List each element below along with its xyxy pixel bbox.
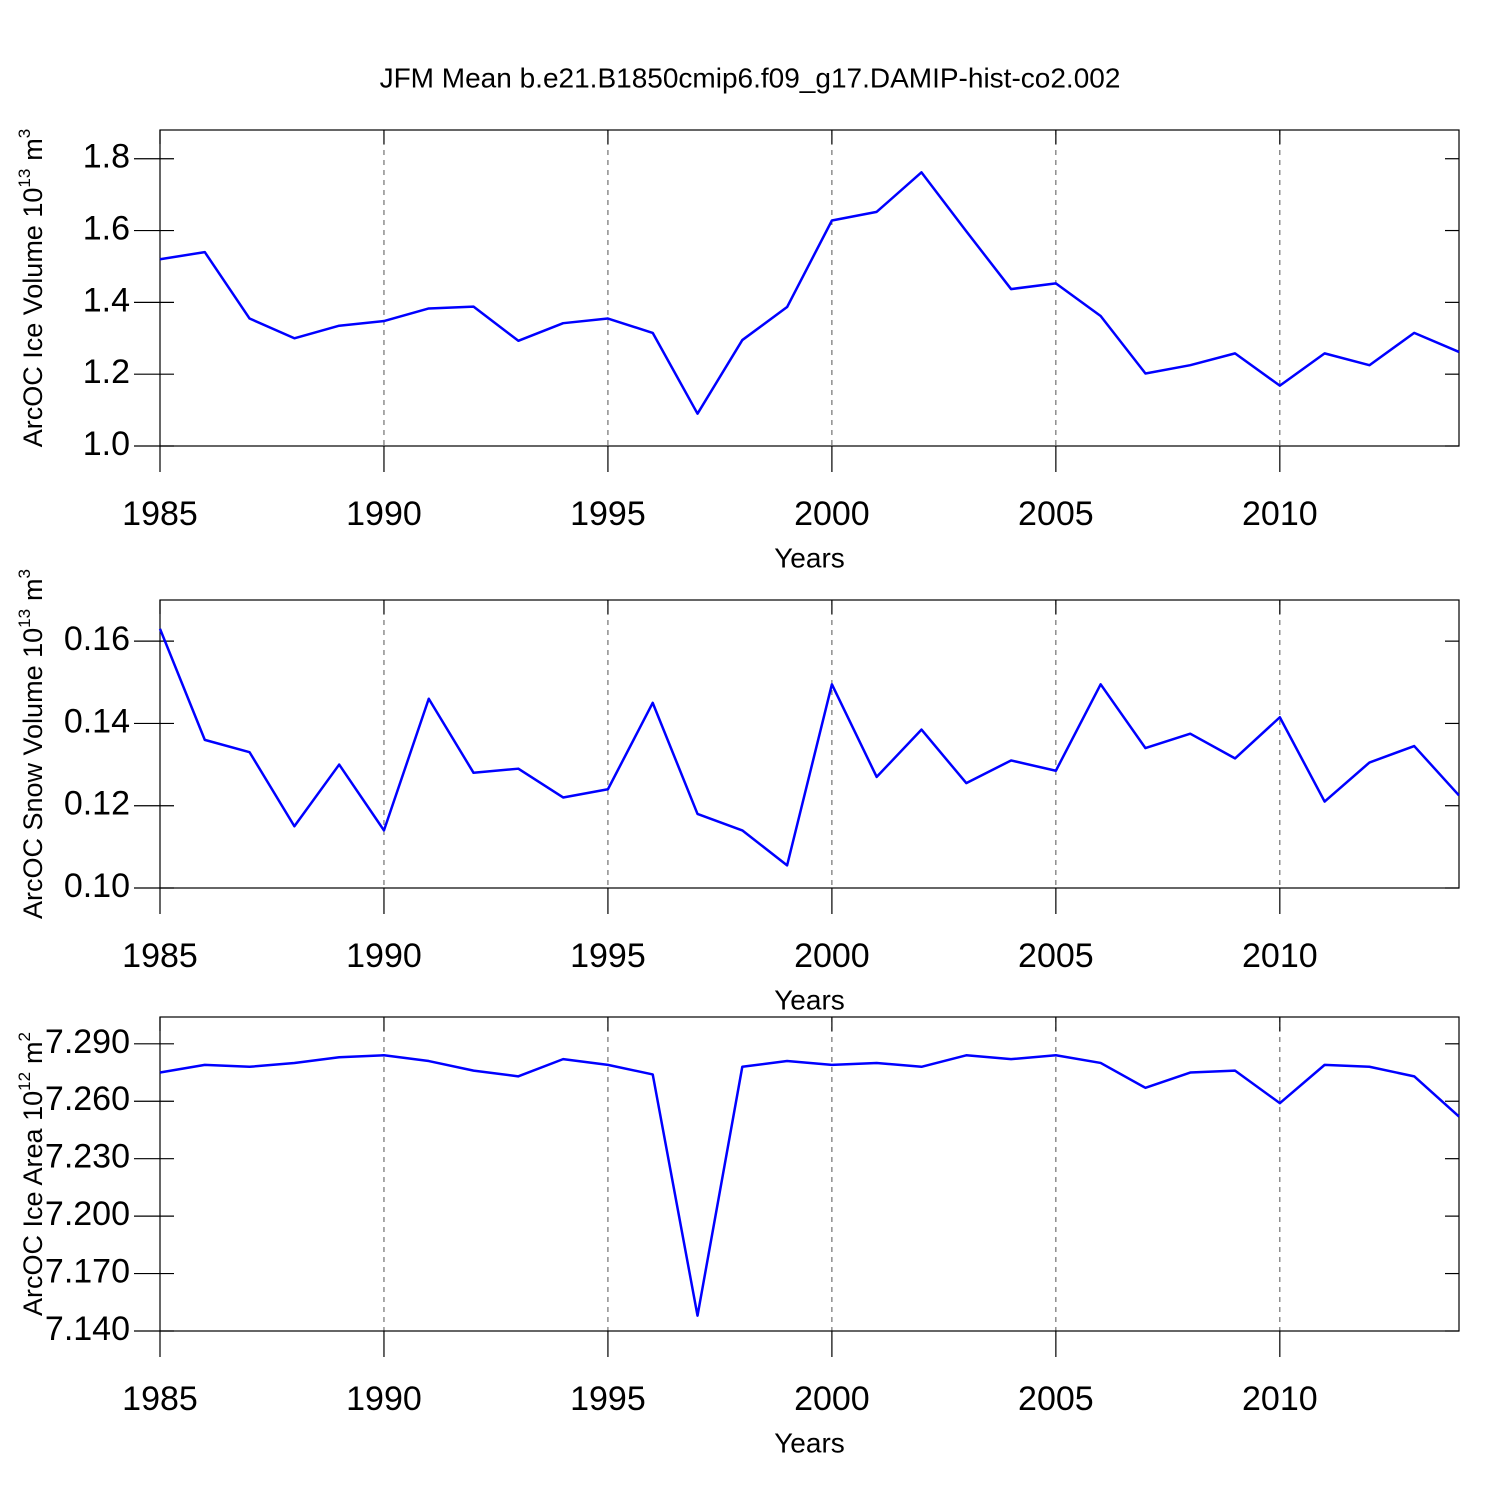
x-tick-label: 2000 — [794, 1380, 870, 1418]
y-tick-label: 7.140 — [45, 1310, 130, 1348]
x-tick-label: 1995 — [570, 495, 646, 533]
x-tick-label: 2010 — [1242, 1380, 1318, 1418]
x-axis-label: Years — [774, 542, 845, 573]
x-tick-label: 1990 — [346, 937, 422, 975]
y-tick-label: 7.230 — [45, 1138, 130, 1176]
y-axis-label: ArcOC Snow Volume 1013 m3 — [15, 569, 48, 919]
x-tick-label: 2010 — [1242, 937, 1318, 975]
x-tick-label: 2005 — [1018, 495, 1094, 533]
y-tick-label: 7.170 — [45, 1253, 130, 1291]
y-label-unit-exponent: 3 — [15, 569, 34, 578]
y-label-exponent: 12 — [15, 1072, 34, 1091]
x-tick-label: 1985 — [122, 1380, 198, 1418]
x-tick-label: 2000 — [794, 495, 870, 533]
x-tick-label: 2000 — [794, 937, 870, 975]
data-line — [159, 1054, 1460, 1317]
y-axis-label: ArcOC Ice Area 1012 m2 — [15, 1032, 48, 1316]
y-label-exponent: 13 — [15, 169, 34, 188]
x-axis-label: Years — [774, 1427, 845, 1458]
y-tick-label: 7.200 — [45, 1195, 130, 1233]
y-tick-label: 7.290 — [45, 1023, 130, 1061]
x-tick-label: 1995 — [570, 937, 646, 975]
x-tick-label: 1985 — [122, 495, 198, 533]
y-tick-label: 7.260 — [45, 1080, 130, 1118]
y-axis-label: ArcOC Ice Volume 1013 m3 — [15, 129, 48, 448]
plot-frame — [159, 1016, 1460, 1332]
y-label-exponent: 13 — [15, 609, 34, 628]
y-label-text: ArcOC Snow Volume 10 — [18, 628, 48, 919]
plot-frame — [159, 129, 1460, 447]
y-tick-label: 0.12 — [64, 785, 130, 823]
x-tick-label: 2010 — [1242, 495, 1318, 533]
x-tick-label: 1985 — [122, 937, 198, 975]
y-tick-label: 0.14 — [64, 702, 130, 740]
data-line — [159, 171, 1460, 415]
y-tick-label: 0.10 — [64, 867, 130, 905]
y-tick-label: 1.0 — [83, 425, 130, 463]
x-tick-label: 1995 — [570, 1380, 646, 1418]
y-label-text: ArcOC Ice Area 10 — [18, 1091, 48, 1316]
y-tick-label: 1.8 — [83, 138, 130, 176]
x-tick-label: 1990 — [346, 495, 422, 533]
y-label-unit-exponent: 2 — [15, 1032, 34, 1041]
x-axis-label: Years — [774, 984, 845, 1015]
y-label-unit: m — [18, 578, 48, 601]
y-label-unit: m — [18, 138, 48, 161]
y-label-unit: m — [18, 1041, 48, 1064]
data-line — [158, 628, 1460, 867]
y-tick-label: 1.6 — [83, 210, 130, 248]
x-tick-label: 1990 — [346, 1380, 422, 1418]
x-tick-label: 2005 — [1018, 937, 1094, 975]
y-tick-label: 1.4 — [83, 281, 130, 319]
figure-title: JFM Mean b.e21.B1850cmip6.f09_g17.DAMIP-… — [380, 62, 1121, 93]
y-tick-label: 0.16 — [64, 620, 130, 658]
y-label-unit-exponent: 3 — [15, 129, 34, 138]
y-label-text: ArcOC Ice Volume 10 — [18, 188, 48, 448]
y-tick-label: 1.2 — [83, 353, 130, 391]
plot-frame — [159, 599, 1460, 889]
x-tick-label: 2005 — [1018, 1380, 1094, 1418]
